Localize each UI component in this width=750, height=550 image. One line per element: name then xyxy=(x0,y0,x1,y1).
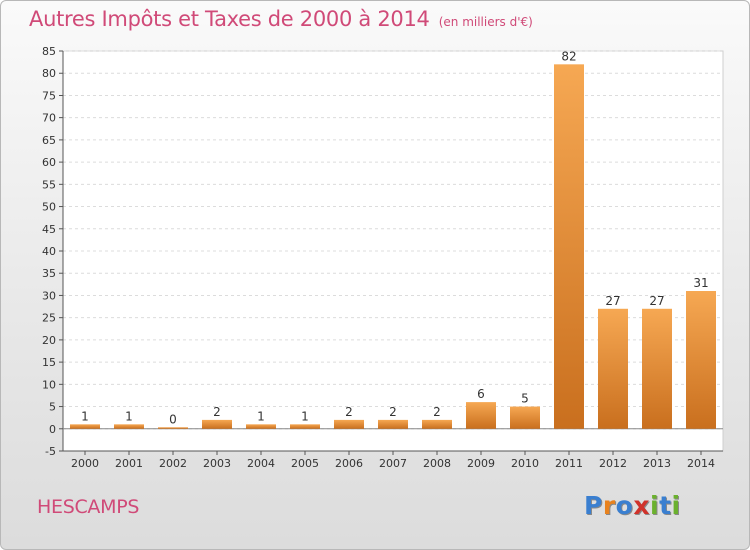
bar xyxy=(642,308,672,429)
y-tick-label: 25 xyxy=(42,312,56,325)
bar-value-label: 27 xyxy=(649,294,664,308)
y-tick-label: 70 xyxy=(42,112,56,125)
y-tick-label: 20 xyxy=(42,334,56,347)
bar-value-label: 27 xyxy=(605,294,620,308)
bar xyxy=(510,406,540,429)
x-tick-label: 2002 xyxy=(159,457,187,470)
x-tick-label: 2011 xyxy=(555,457,583,470)
bar xyxy=(378,419,408,429)
bar xyxy=(422,419,452,429)
x-tick-label: 2001 xyxy=(115,457,143,470)
bar xyxy=(114,424,144,429)
y-tick-label: 50 xyxy=(42,201,56,214)
bar-value-label: 6 xyxy=(477,387,485,401)
proxiti-logo: Proxiti xyxy=(584,491,681,520)
bar xyxy=(158,427,188,429)
x-tick-label: 2009 xyxy=(467,457,495,470)
logo-letter: x xyxy=(633,491,650,520)
y-tick-label: 85 xyxy=(42,45,56,58)
y-tick-label: 60 xyxy=(42,156,56,169)
x-tick-label: 2004 xyxy=(247,457,275,470)
x-tick-label: 2008 xyxy=(423,457,451,470)
y-tick-label: -5 xyxy=(45,445,56,458)
bar-value-label: 82 xyxy=(561,49,576,63)
bar xyxy=(246,424,276,429)
bar xyxy=(202,419,232,429)
bar xyxy=(290,424,320,429)
bar-value-label: 2 xyxy=(345,405,353,419)
logo-letter: t xyxy=(659,491,672,520)
y-tick-label: 65 xyxy=(42,134,56,147)
y-tick-label: 5 xyxy=(49,401,56,414)
chart-title-unit: (en milliers d'€) xyxy=(438,15,533,29)
y-tick-label: 30 xyxy=(42,289,56,302)
chart-title: Autres Impôts et Taxes de 2000 à 2014 (e… xyxy=(29,7,533,31)
bar xyxy=(598,308,628,429)
bar-value-label: 1 xyxy=(301,409,309,423)
x-tick-label: 2006 xyxy=(335,457,363,470)
logo-letter: r xyxy=(602,491,616,520)
y-tick-label: 80 xyxy=(42,67,56,80)
y-tick-label: 55 xyxy=(42,178,56,191)
logo-letter: i xyxy=(650,491,660,520)
bar xyxy=(554,64,584,429)
x-tick-label: 2013 xyxy=(643,457,671,470)
y-tick-label: 10 xyxy=(42,378,56,391)
y-tick-label: 75 xyxy=(42,89,56,102)
bar xyxy=(466,402,496,429)
bar-value-label: 31 xyxy=(693,276,708,290)
y-tick-label: 35 xyxy=(42,267,56,280)
x-tick-label: 2000 xyxy=(71,457,99,470)
x-tick-label: 2012 xyxy=(599,457,627,470)
logo-letter: o xyxy=(615,491,634,520)
bar-value-label: 2 xyxy=(213,405,221,419)
town-name: HESCAMPS xyxy=(37,496,140,518)
x-tick-label: 2007 xyxy=(379,457,407,470)
bar-value-label: 5 xyxy=(521,392,529,406)
bar xyxy=(686,291,716,429)
x-tick-label: 2010 xyxy=(511,457,539,470)
bar-value-label: 1 xyxy=(81,409,89,423)
x-tick-label: 2014 xyxy=(687,457,715,470)
y-tick-label: 40 xyxy=(42,245,56,258)
x-tick-label: 2005 xyxy=(291,457,319,470)
bar-value-label: 2 xyxy=(389,405,397,419)
x-tick-label: 2003 xyxy=(203,457,231,470)
logo-letter: P xyxy=(584,491,603,520)
bar-value-label: 1 xyxy=(125,409,133,423)
chart-title-main: Autres Impôts et Taxes de 2000 à 2014 xyxy=(29,7,430,31)
y-tick-label: 15 xyxy=(42,356,56,369)
logo-letter: i xyxy=(671,491,681,520)
bar xyxy=(70,424,100,429)
bar-value-label: 2 xyxy=(433,405,441,419)
y-tick-label: 45 xyxy=(42,223,56,236)
y-tick-label: 0 xyxy=(49,423,56,436)
bar xyxy=(334,419,364,429)
bar-value-label: 1 xyxy=(257,409,265,423)
bar-value-label: 0 xyxy=(169,412,177,426)
